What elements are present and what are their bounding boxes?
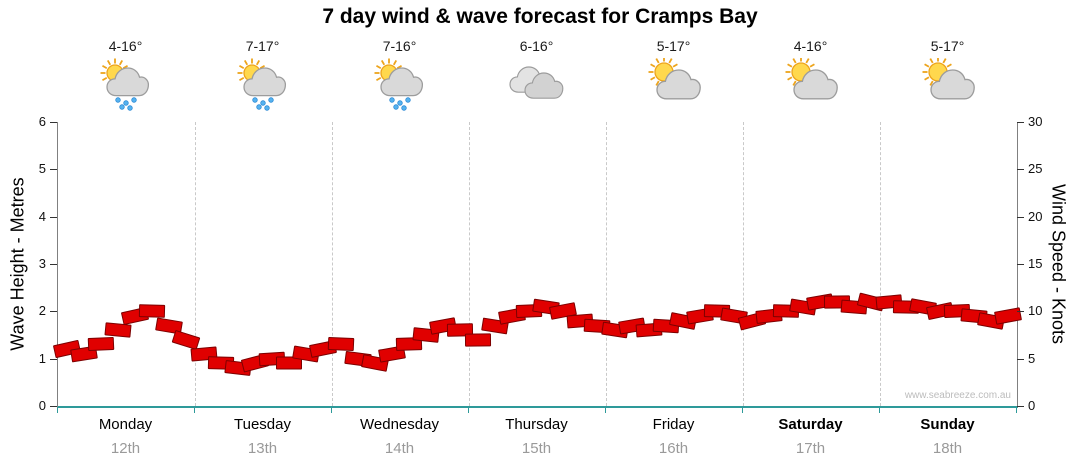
day-date: 14th xyxy=(384,440,415,457)
day-boundary-gridline xyxy=(332,122,333,406)
left-axis-tick xyxy=(50,264,57,265)
right-axis-tick-label: 10 xyxy=(1028,303,1043,319)
day-name: Monday xyxy=(98,416,153,433)
right-axis-tick-label: 0 xyxy=(1028,398,1036,413)
day-boundary-gridline xyxy=(195,122,196,406)
left-axis-tick xyxy=(50,169,57,171)
left-axis-tick xyxy=(50,311,57,313)
right-axis-tick-label: 20 xyxy=(1028,208,1043,224)
left-axis-tick xyxy=(50,216,57,218)
left-axis-tick-label: 1 xyxy=(38,350,46,366)
left-axis-tick xyxy=(50,122,57,123)
bottom-axis-tick xyxy=(605,408,606,413)
day-date: 13th xyxy=(247,440,278,457)
left-axis-tick xyxy=(50,358,57,360)
left-axis-label: Wave Height - Metres xyxy=(7,177,28,351)
temperature-range: 4-16° xyxy=(108,38,143,54)
day-boundary-gridline xyxy=(880,122,881,406)
bottom-axis-tick xyxy=(57,408,58,413)
day-boundary-gridline xyxy=(606,122,607,406)
sun-cloud-icon xyxy=(642,56,706,114)
left-axis-tick-label: 2 xyxy=(38,303,46,319)
bottom-axis-tick xyxy=(331,408,332,413)
day-name: Tuesday xyxy=(234,416,291,433)
day-boundary-gridline xyxy=(743,122,744,406)
day-name: Thursday xyxy=(505,416,568,433)
right-axis-tick-label: 30 xyxy=(1028,114,1043,129)
right-axis-tick xyxy=(1017,216,1024,218)
bottom-axis-tick xyxy=(742,408,743,413)
day-name: Friday xyxy=(652,416,695,433)
day-date: 18th xyxy=(932,440,963,457)
day-name: Saturday xyxy=(778,416,843,433)
temperature-range: 4-16° xyxy=(793,38,828,54)
wind-flag xyxy=(276,356,303,370)
bottom-axis-tick xyxy=(468,408,469,413)
watermark-text: www.seabreeze.com.au xyxy=(904,390,1011,401)
right-axis-tick xyxy=(1017,406,1024,407)
sun-cloud-rain-icon xyxy=(368,58,432,114)
day-date: 16th xyxy=(658,440,689,457)
bottom-axis-tick xyxy=(1016,408,1017,413)
left-axis-tick-label: 5 xyxy=(38,161,46,177)
sun-cloud-rain-icon xyxy=(231,58,295,114)
wind-flag xyxy=(327,337,354,352)
right-axis-tick xyxy=(1017,264,1024,265)
right-axis-tick-label: 25 xyxy=(1028,161,1043,177)
temperature-range: 5-17° xyxy=(930,38,965,54)
day-date: 17th xyxy=(795,440,826,457)
wind-flag xyxy=(139,304,166,319)
right-axis-tick xyxy=(1017,169,1024,171)
temperature-range: 6-16° xyxy=(519,38,554,54)
temperature-range: 7-17° xyxy=(245,38,280,54)
temperature-range: 7-16° xyxy=(382,38,417,54)
left-axis-tick-label: 4 xyxy=(38,208,46,224)
bottom-axis-tick xyxy=(879,408,880,413)
temperature-range: 5-17° xyxy=(656,38,691,54)
chart-title: 7 day wind & wave forecast for Cramps Ba… xyxy=(322,5,758,28)
right-axis-tick xyxy=(1017,358,1024,360)
right-axis-tick xyxy=(1017,122,1024,123)
wind-flag xyxy=(87,337,115,352)
plot-area xyxy=(52,122,1023,408)
right-axis-tick-label: 15 xyxy=(1028,256,1043,271)
day-date: 15th xyxy=(521,440,552,457)
sun-cloud-rain-icon xyxy=(94,58,158,114)
left-axis-tick xyxy=(50,406,57,407)
day-name: Sunday xyxy=(920,416,975,433)
left-axis-tick-label: 3 xyxy=(38,256,46,271)
wind-flag xyxy=(464,333,491,347)
left-axis-tick-label: 0 xyxy=(38,398,46,413)
wind-flag xyxy=(994,307,1023,325)
sun-cloud-icon xyxy=(779,56,843,114)
day-name: Wednesday xyxy=(360,416,439,433)
cloud-icon xyxy=(505,58,569,114)
left-axis-tick-label: 6 xyxy=(38,114,46,129)
day-boundary-gridline xyxy=(469,122,470,406)
wind-flag xyxy=(104,322,132,338)
right-axis-tick-label: 5 xyxy=(1028,350,1036,366)
right-axis-tick xyxy=(1017,311,1024,313)
sun-cloud-icon xyxy=(916,56,980,114)
wind-flag xyxy=(172,329,201,350)
day-date: 12th xyxy=(110,440,141,457)
bottom-axis-tick xyxy=(194,408,195,413)
